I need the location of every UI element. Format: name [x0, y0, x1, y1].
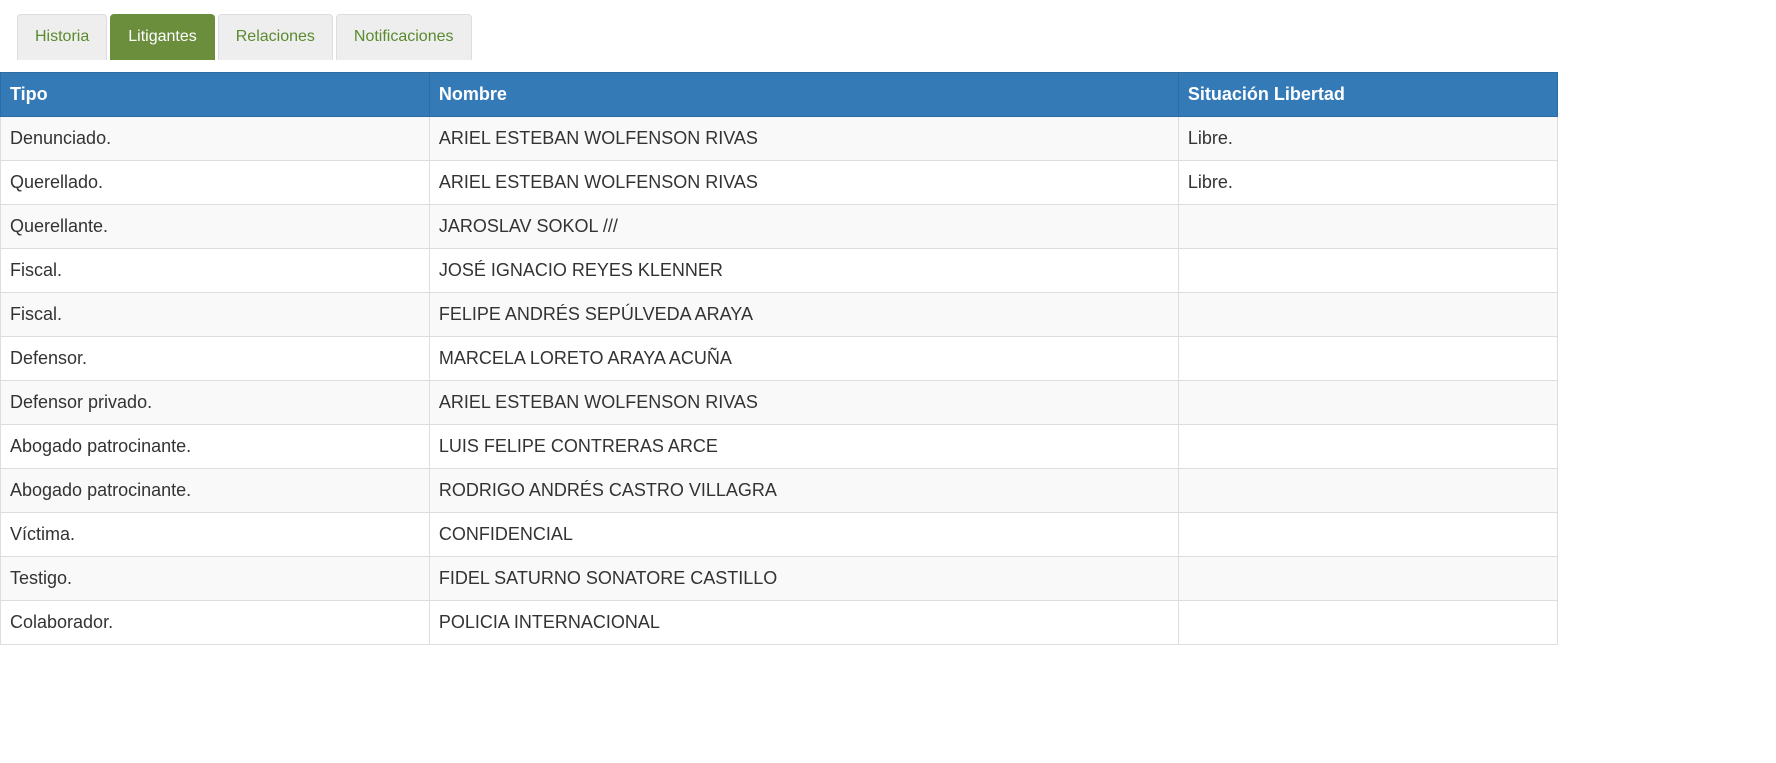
table-row: Abogado patrocinante. LUIS FELIPE CONTRER…	[0, 424, 1559, 469]
table-body: Denunciado. ARIEL ESTEBAN WOLFENSON RIVAS…	[0, 116, 1559, 645]
column-header: Situación Libertad	[1177, 72, 1559, 117]
table-cell: Víctima.	[0, 512, 430, 557]
table-row: Denunciado. ARIEL ESTEBAN WOLFENSON RIVAS…	[0, 116, 1559, 161]
table-cell: LUIS FELIPE CONTRERAS ARCE	[428, 424, 1179, 469]
table-cell: Denunciado.	[0, 116, 430, 161]
table-cell: FELIPE ANDRÉS SEPÚLVEDA ARAYA	[428, 292, 1179, 337]
table-cell: Libre.	[1177, 116, 1559, 161]
table-row: Fiscal. FELIPE ANDRÉS SEPÚLVEDA ARAYA	[0, 292, 1559, 337]
table-row: Abogado patrocinante. RODRIGO ANDRÉS CAST…	[0, 468, 1559, 513]
table-cell	[1177, 424, 1559, 469]
table-cell: FIDEL SATURNO SONATORE CASTILLO	[428, 556, 1179, 601]
table-row: Querellante. JAROSLAV SOKOL ///	[0, 204, 1559, 249]
tab[interactable]: Relaciones	[217, 14, 333, 60]
column-header: Nombre	[428, 72, 1179, 117]
table-cell: Fiscal.	[0, 248, 430, 293]
table-cell: Libre.	[1177, 160, 1559, 205]
table-cell: CONFIDENCIAL	[428, 512, 1179, 557]
table-cell	[1177, 248, 1559, 293]
table-cell: Abogado patrocinante.	[0, 468, 430, 513]
table-cell: Colaborador.	[0, 600, 430, 645]
table-row: Víctima. CONFIDENCIAL	[0, 512, 1559, 557]
table-cell	[1177, 600, 1559, 645]
table-cell	[1177, 512, 1559, 557]
table-cell: ARIEL ESTEBAN WOLFENSON RIVAS	[428, 116, 1179, 161]
table-cell	[1177, 336, 1559, 381]
table-row: Fiscal. JOSÉ IGNACIO REYES KLENNER	[0, 248, 1559, 293]
table-cell: JOSÉ IGNACIO REYES KLENNER	[428, 248, 1179, 293]
table-cell	[1177, 292, 1559, 337]
table-cell: Testigo.	[0, 556, 430, 601]
table-cell: Fiscal.	[0, 292, 430, 337]
table-cell: ARIEL ESTEBAN WOLFENSON RIVAS	[428, 380, 1179, 425]
column-header: Tipo	[0, 72, 430, 117]
table-row: Colaborador. POLICIA INTERNACIONAL	[0, 600, 1559, 645]
table-cell: Abogado patrocinante.	[0, 424, 430, 469]
tab-bar: Historia Litigantes Relaciones Notificacion…	[17, 14, 472, 60]
table-cell: Defensor.	[0, 336, 430, 381]
table-cell	[1177, 468, 1559, 513]
table-row: Testigo. FIDEL SATURNO SONATORE CASTILLO	[0, 556, 1559, 601]
table-row: Defensor. MARCELA LORETO ARAYA ACUÑA	[0, 336, 1559, 381]
tab[interactable]: Notificaciones	[335, 14, 472, 60]
table-cell	[1177, 556, 1559, 601]
table-cell	[1177, 204, 1559, 249]
header-row: Tipo Nombre Situación Libertad	[0, 72, 1559, 117]
table-cell: Defensor privado.	[0, 380, 430, 425]
table-row: Querellado. ARIEL ESTEBAN WOLFENSON RIVAS…	[0, 160, 1559, 205]
tab[interactable]: Historia	[17, 14, 108, 60]
table-cell: ARIEL ESTEBAN WOLFENSON RIVAS	[428, 160, 1179, 205]
litigantes-table: Tipo Nombre Situación Libertad Denunciado.…	[0, 72, 1559, 645]
table-cell: Querellante.	[0, 204, 430, 249]
table-cell: RODRIGO ANDRÉS CASTRO VILLAGRA	[428, 468, 1179, 513]
table-cell	[1177, 380, 1559, 425]
table-cell: Querellado.	[0, 160, 430, 205]
tab[interactable]: Litigantes	[110, 14, 215, 60]
table-row: Defensor privado. ARIEL ESTEBAN WOLFENSON…	[0, 380, 1559, 425]
table-cell: JAROSLAV SOKOL ///	[428, 204, 1179, 249]
table-cell: MARCELA LORETO ARAYA ACUÑA	[428, 336, 1179, 381]
table-cell: POLICIA INTERNACIONAL	[428, 600, 1179, 645]
